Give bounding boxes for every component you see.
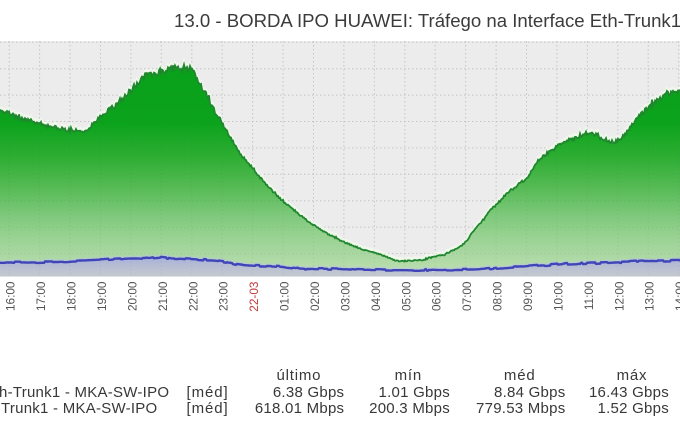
svg-text:08:00: 08:00 — [491, 281, 505, 311]
svg-text:02:00: 02:00 — [308, 281, 322, 311]
svg-text:18:00: 18:00 — [65, 281, 79, 311]
svg-text:22-03: 22-03 — [247, 281, 261, 312]
svg-text:06:00: 06:00 — [430, 281, 444, 311]
svg-text:07:00: 07:00 — [460, 281, 474, 311]
svg-text:20:00: 20:00 — [125, 281, 139, 311]
svg-text:21:00: 21:00 — [156, 281, 170, 311]
svg-text:23:00: 23:00 — [217, 281, 231, 311]
svg-text:11:00: 11:00 — [582, 281, 596, 310]
svg-text:22:00: 22:00 — [186, 281, 200, 311]
svg-text:12:00: 12:00 — [612, 281, 626, 311]
svg-text:10:00: 10:00 — [551, 281, 565, 311]
svg-text:13:00: 13:00 — [643, 281, 657, 311]
svg-text:09:00: 09:00 — [521, 281, 535, 311]
svg-text:05:00: 05:00 — [399, 281, 413, 311]
svg-text:16:00: 16:00 — [4, 281, 18, 311]
svg-text:14:00: 14:00 — [673, 281, 680, 311]
svg-text:04:00: 04:00 — [369, 281, 383, 311]
svg-text:17:00: 17:00 — [34, 281, 48, 311]
svg-text:19:00: 19:00 — [95, 281, 109, 311]
svg-text:03:00: 03:00 — [338, 281, 352, 311]
svg-text:01:00: 01:00 — [278, 281, 292, 311]
